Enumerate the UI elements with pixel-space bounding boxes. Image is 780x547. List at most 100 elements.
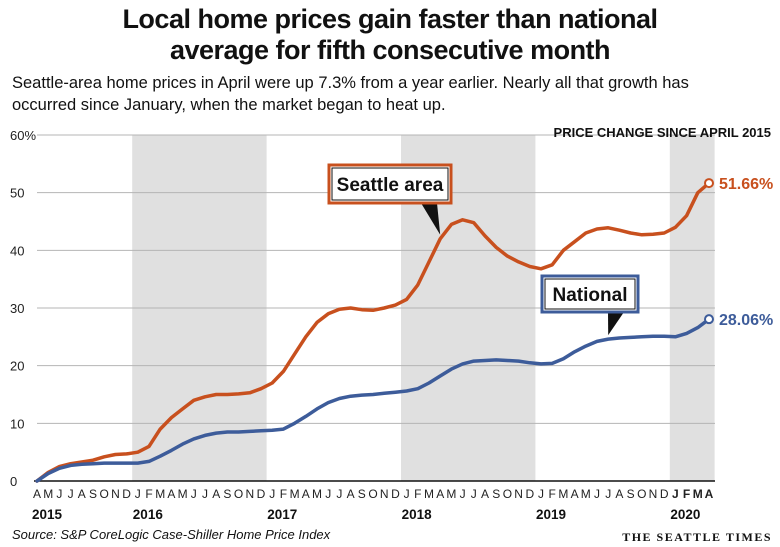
- x-tick-label: J: [269, 487, 275, 501]
- x-tick-label: J: [404, 487, 410, 501]
- series-line-seattle: [35, 181, 711, 483]
- y-tick-label: 30: [10, 301, 24, 316]
- x-tick-label: S: [492, 487, 500, 501]
- y-tick-label: 60%: [10, 128, 36, 143]
- x-tick-label: M: [178, 487, 188, 501]
- x-tick-label: J: [56, 487, 62, 501]
- x-tick-label: A: [705, 487, 714, 501]
- chart-title: Local home prices gain faster than natio…: [0, 4, 780, 66]
- y-tick-label: 0: [10, 474, 17, 489]
- x-tick-label: M: [446, 487, 456, 501]
- x-tick-label: F: [414, 487, 421, 501]
- x-tick-label: F: [549, 487, 556, 501]
- x-tick-label: D: [391, 487, 400, 501]
- callout-label: National: [553, 285, 628, 306]
- callout-inner-border: [544, 278, 636, 310]
- source-note: Source: S&P CoreLogic Case-Shiller Home …: [12, 527, 331, 542]
- x-tick-label: S: [358, 487, 366, 501]
- x-tick-label: N: [380, 487, 389, 501]
- x-tick-label: O: [100, 487, 109, 501]
- publisher-logo: THE SEATTLE TIMES: [622, 530, 772, 544]
- title-line-1: Local home prices gain faster than natio…: [122, 4, 658, 34]
- x-tick-label: F: [683, 487, 690, 501]
- x-tick-label: M: [290, 487, 300, 501]
- callout-label: Seattle area: [337, 175, 444, 196]
- x-tick-label: J: [594, 487, 600, 501]
- x-tick-label: M: [558, 487, 568, 501]
- x-tick-label: S: [627, 487, 635, 501]
- x-tick-label: A: [78, 487, 86, 501]
- callout-pointer: [608, 312, 624, 336]
- x-tick-label: A: [167, 487, 175, 501]
- x-tick-label: J: [605, 487, 611, 501]
- x-tick-label: J: [191, 487, 197, 501]
- y-tick-label: 20: [10, 359, 24, 374]
- x-tick-label: D: [525, 487, 534, 501]
- x-tick-label: D: [660, 487, 669, 501]
- x-tick-label: A: [436, 487, 444, 501]
- callout-pointer: [421, 203, 441, 235]
- x-tick-label: N: [514, 487, 523, 501]
- x-tick-label: J: [460, 487, 466, 501]
- x-year-label: 2019: [536, 507, 566, 522]
- callout-national: National: [540, 274, 640, 336]
- callout-box: [540, 274, 640, 314]
- y-tick-label: 50: [10, 186, 24, 201]
- x-tick-label: M: [43, 487, 53, 501]
- x-year-label: 2015: [32, 507, 63, 522]
- y-tick-label: 10: [10, 416, 24, 431]
- x-tick-label: J: [538, 487, 544, 501]
- x-year-label: 2016: [133, 507, 164, 522]
- x-tick-label: J: [68, 487, 74, 501]
- callout-box: [327, 163, 453, 205]
- chart-axis-title: PRICE CHANGE SINCE APRIL 2015: [554, 125, 771, 140]
- series-line-national: [35, 317, 711, 483]
- x-tick-label: N: [245, 487, 254, 501]
- x-tick-label: A: [212, 487, 220, 501]
- x-tick-label: J: [336, 487, 342, 501]
- x-tick-label: J: [135, 487, 141, 501]
- x-tick-label: A: [481, 487, 489, 501]
- x-year-label: 2017: [267, 507, 297, 522]
- y-tick-label: 40: [10, 243, 24, 258]
- subtitle-line-2: occurred since January, when the market …: [12, 96, 446, 114]
- x-tick-label: A: [615, 487, 623, 501]
- x-tick-label: M: [424, 487, 434, 501]
- x-tick-label: F: [280, 487, 287, 501]
- x-tick-label: S: [89, 487, 97, 501]
- x-tick-label: J: [471, 487, 477, 501]
- x-tick-label: A: [302, 487, 310, 501]
- x-tick-label: N: [649, 487, 658, 501]
- x-tick-label: J: [672, 487, 679, 501]
- series-end-point: [704, 314, 714, 325]
- x-tick-label: M: [312, 487, 322, 501]
- x-tick-label: N: [111, 487, 120, 501]
- series-end-label: 28.06%: [719, 312, 773, 329]
- x-year-label: 2020: [670, 507, 700, 522]
- x-tick-label: O: [637, 487, 646, 501]
- callout-seattle-area: Seattle area: [327, 163, 453, 235]
- x-tick-label: O: [234, 487, 243, 501]
- x-tick-label: D: [122, 487, 131, 501]
- x-tick-label: J: [202, 487, 208, 501]
- x-tick-label: O: [368, 487, 377, 501]
- x-tick-label: A: [347, 487, 355, 501]
- subtitle-line-1: Seattle-area home prices in April were u…: [12, 74, 689, 92]
- x-tick-label: A: [33, 487, 41, 501]
- x-tick-label: D: [257, 487, 266, 501]
- x-tick-label: J: [325, 487, 331, 501]
- callout-inner-border: [331, 167, 449, 201]
- x-tick-label: M: [581, 487, 591, 501]
- chart-subtitle: Seattle-area home prices in April were u…: [12, 72, 772, 116]
- x-tick-label: M: [693, 487, 703, 501]
- series-end-label: 51.66%: [719, 176, 773, 193]
- x-tick-label: M: [155, 487, 165, 501]
- title-line-2: average for fifth consecutive month: [169, 35, 611, 65]
- x-year-label: 2018: [402, 507, 433, 522]
- x-tick-label: A: [571, 487, 579, 501]
- x-tick-label: S: [223, 487, 231, 501]
- series-end-point: [704, 178, 714, 189]
- x-tick-label: O: [503, 487, 512, 501]
- x-tick-label: F: [145, 487, 152, 501]
